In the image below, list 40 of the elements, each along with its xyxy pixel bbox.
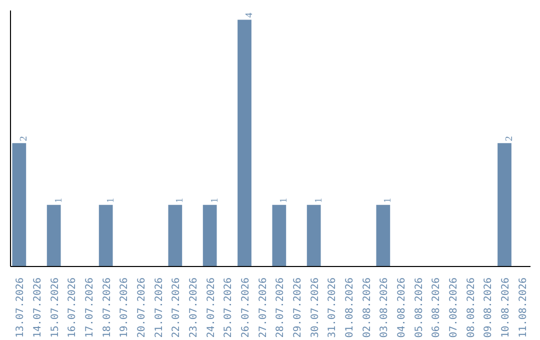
x-tick-label: 19.07.2026	[119, 277, 130, 338]
data-label: 1	[105, 198, 116, 203]
x-tick-label: 24.07.2026	[206, 277, 217, 338]
x-tick-label: 23.07.2026	[188, 277, 200, 338]
x-tick-label: 14.07.2026	[32, 277, 44, 338]
x-tick-label: 07.08.2026	[448, 277, 460, 338]
data-label: 2	[504, 136, 515, 142]
x-tick-label: 10.08.2026	[500, 277, 512, 338]
x-tick-label: 06.08.2026	[431, 277, 442, 338]
x-tick-label: 05.08.2026	[414, 277, 425, 338]
x-tick-label: 31.07.2026	[327, 277, 338, 338]
data-label: 1	[174, 198, 186, 203]
x-tick-label: 28.07.2026	[275, 277, 286, 338]
x-tick-label: 08.08.2026	[466, 277, 477, 338]
x-tick-label: 11.08.2026	[518, 277, 529, 338]
x-tick-label: 04.08.2026	[396, 277, 408, 338]
x-tick-label: 01.08.2026	[344, 277, 356, 338]
x-tick-label: 30.07.2026	[310, 277, 321, 338]
data-label: 2	[18, 136, 30, 142]
x-tick-label: 15.07.2026	[50, 277, 61, 338]
x-tick-label: 22.07.2026	[171, 277, 182, 338]
x-tick-label: 18.07.2026	[102, 277, 113, 338]
x-tick-label: 09.08.2026	[483, 277, 494, 338]
x-tick-label: 02.08.2026	[362, 277, 373, 338]
x-tick-label: 25.07.2026	[223, 277, 234, 338]
x-tick-label: 29.07.2026	[292, 277, 304, 338]
x-tick-label: 03.08.2026	[379, 277, 390, 338]
data-label: 1	[313, 198, 324, 203]
x-tick-label: 17.07.2026	[84, 277, 96, 338]
data-label: 1	[382, 198, 394, 203]
x-tick-label: 16.07.2026	[67, 277, 78, 338]
data-label: 1	[209, 198, 220, 203]
data-label: 4	[244, 12, 255, 18]
x-tick-label: 21.07.2026	[154, 277, 165, 338]
data-label: 1	[278, 198, 290, 203]
x-tick-label: 20.07.2026	[136, 277, 148, 338]
x-tick-label: 27.07.2026	[258, 277, 269, 338]
x-tick-label: 26.07.2026	[240, 277, 252, 338]
data-label: 1	[53, 198, 64, 203]
x-tick-label: 13.07.2026	[15, 277, 26, 338]
